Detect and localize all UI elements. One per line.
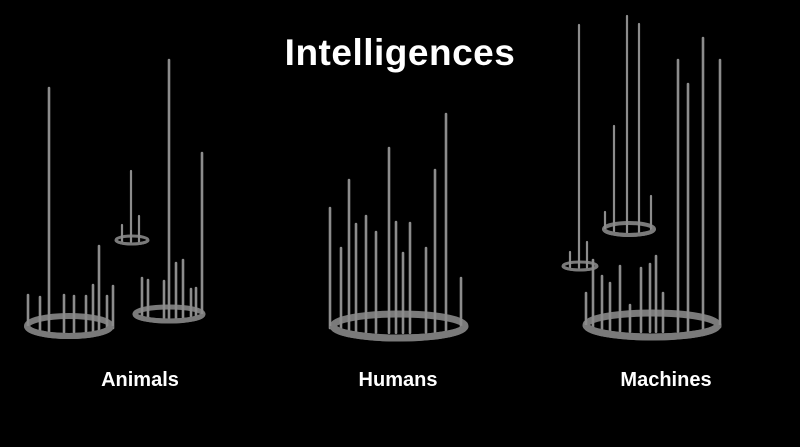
label-machines: Machines: [620, 369, 712, 391]
machines-ring-large-group: [582, 36, 722, 341]
humans-ring-group: [328, 112, 469, 342]
animals-ring-large-group: [24, 86, 115, 339]
machines-ring-floating-group: [602, 14, 656, 237]
machines-ring-large-front: [582, 323, 722, 341]
animals-ring-small-front: [114, 239, 150, 246]
diagram-title: Intelligences: [284, 32, 516, 73]
animals-ring-medium-front: [132, 313, 206, 324]
animals-ring-medium-group: [132, 58, 206, 324]
animals-ring-large-front: [24, 325, 114, 339]
machines-ring-small-left-group: [561, 23, 599, 272]
machines-ring-small-left-front: [561, 265, 599, 272]
animals-ring-small-group: [114, 169, 150, 246]
humans-ring-front: [329, 324, 469, 342]
label-animals: Animals: [101, 369, 179, 391]
label-humans: Humans: [358, 369, 438, 391]
machines-ring-floating-front: [602, 228, 656, 237]
